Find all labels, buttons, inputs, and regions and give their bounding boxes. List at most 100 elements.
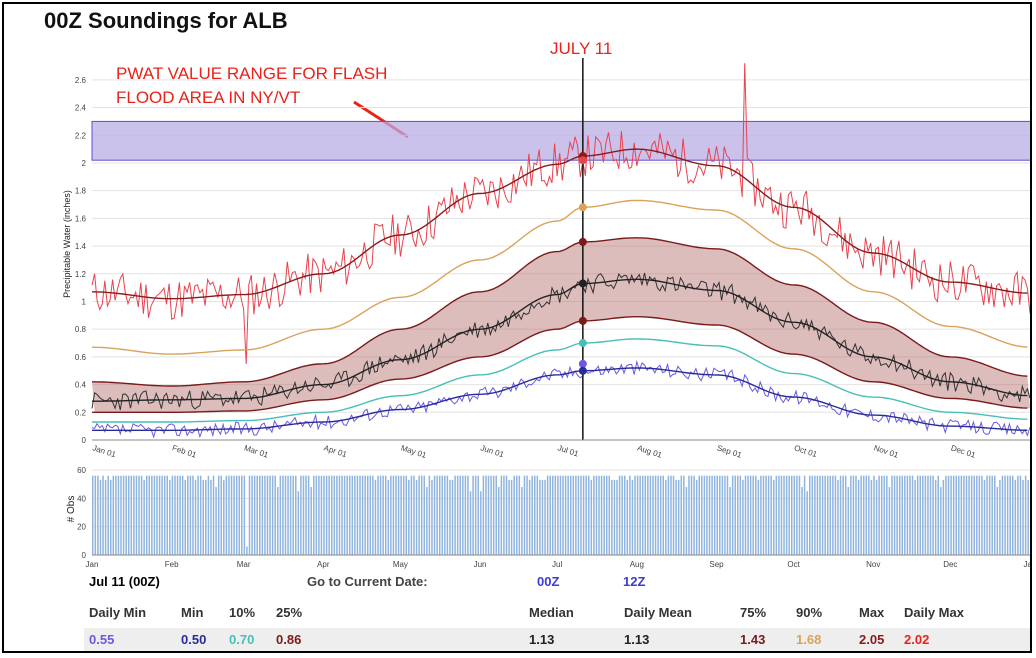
obs-bar: [102, 475, 104, 555]
obs-bar: [521, 487, 523, 555]
obs-bar: [356, 475, 359, 555]
obs-bar: [361, 475, 364, 555]
obs-bar: [952, 475, 955, 555]
header-90pct: 90%: [796, 605, 823, 620]
obs-bar: [909, 475, 911, 555]
obs-bar: [950, 475, 952, 555]
obs-bar: [703, 475, 706, 555]
obs-bar: [559, 475, 562, 555]
obs-bar: [364, 475, 366, 555]
obs-bar: [325, 475, 328, 555]
obs-bar: [256, 475, 258, 555]
series-daily-max: [91, 63, 1030, 364]
obs-bar: [611, 479, 613, 555]
obs-bar: [1009, 475, 1011, 555]
obs-bar: [217, 475, 220, 555]
obs-bar: [223, 479, 225, 555]
obs-x-tick-label: Jan: [86, 560, 99, 569]
obs-bar: [117, 475, 120, 555]
obs-bar: [960, 475, 963, 555]
obs-bar: [726, 475, 729, 555]
obs-bar: [641, 475, 644, 555]
obs-bar: [752, 475, 754, 555]
obs-bar: [328, 475, 330, 555]
link-12z[interactable]: 12Z: [623, 574, 646, 589]
obs-bar: [372, 475, 374, 555]
obs-bar: [377, 475, 379, 555]
obs-bar: [634, 475, 636, 555]
obs-bar: [259, 475, 261, 555]
obs-bar: [384, 475, 387, 555]
obs-bar: [847, 487, 850, 555]
obs-bar: [418, 475, 420, 555]
link-00z[interactable]: 00Z: [537, 574, 560, 589]
y-tick-label: 1.4: [75, 242, 87, 251]
obs-bar: [690, 475, 693, 555]
obs-bar: [569, 475, 572, 555]
obs-bar: [251, 475, 253, 555]
obs-bar: [436, 475, 438, 555]
obs-bar: [282, 475, 284, 555]
obs-bar: [369, 475, 372, 555]
obs-bar: [498, 487, 500, 555]
obs-bar: [261, 475, 264, 555]
obs-bar: [806, 491, 808, 555]
value-median: 1.13: [529, 632, 555, 647]
obs-bar: [266, 475, 269, 555]
obs-bar: [652, 475, 654, 555]
value-25pct: 0.86: [276, 632, 302, 647]
obs-bar: [785, 475, 788, 555]
obs-bar: [685, 487, 688, 555]
obs-x-tick-label: Feb: [165, 560, 179, 569]
obs-bar: [593, 475, 595, 555]
obs-bar: [631, 479, 634, 555]
obs-bar: [765, 475, 767, 555]
obs-bar: [300, 475, 302, 555]
obs-bar: [978, 475, 981, 555]
obs-bar: [351, 475, 354, 555]
x-tick-label: Jul 01: [557, 443, 581, 458]
obs-bar: [564, 475, 567, 555]
obs-bar: [796, 475, 798, 555]
value-min: 0.50: [181, 632, 207, 647]
y-tick-label: 0: [82, 436, 87, 445]
obs-bar: [187, 475, 189, 555]
chart-canvas: 00Z Soundings for ALB Precipitable Water…: [44, 8, 1030, 569]
obs-bar: [587, 475, 590, 555]
obs-bar: [230, 475, 233, 555]
obs-bar: [127, 475, 130, 555]
obs-bar: [539, 479, 541, 555]
obs-bar: [444, 475, 446, 555]
x-tick-label: Dec 01: [950, 443, 977, 460]
obs-bar: [292, 475, 294, 555]
obs-bar: [174, 475, 176, 555]
obs-bar: [893, 475, 896, 555]
obs-bar: [338, 475, 341, 555]
obs-bar: [970, 475, 973, 555]
y-tick-label: 2.4: [75, 104, 87, 113]
obs-y-tick-label: 60: [77, 466, 86, 475]
obs-bar: [107, 475, 109, 555]
obs-bar: [197, 475, 199, 555]
x-tick-label: Sep 01: [716, 443, 743, 460]
obs-bar: [315, 475, 318, 555]
obs-bar: [706, 475, 708, 555]
table-row-date: Jul 11 (00Z) Go to Current Date: 00Z 12Z: [84, 570, 1030, 594]
obs-bar: [762, 475, 765, 555]
obs-bar: [235, 475, 238, 555]
obs-bar: [657, 475, 659, 555]
obs-bar: [112, 475, 115, 555]
iqr-band: [92, 237, 1030, 413]
obs-bar: [246, 546, 248, 555]
obs-bar: [161, 475, 163, 555]
table-row-values: 0.55 0.50 0.70 0.86 1.13 1.13 1.43 1.68 2.05 2.02: [84, 628, 1030, 651]
obs-bar: [143, 479, 145, 555]
obs-bar: [145, 475, 148, 555]
obs-bar: [423, 475, 426, 555]
obs-bar: [927, 475, 929, 555]
marker-label: JULY 11: [550, 39, 612, 58]
obs-bar: [271, 475, 274, 555]
obs-bar: [955, 475, 957, 555]
obs-bar: [379, 475, 382, 555]
obs-bar: [922, 475, 924, 555]
